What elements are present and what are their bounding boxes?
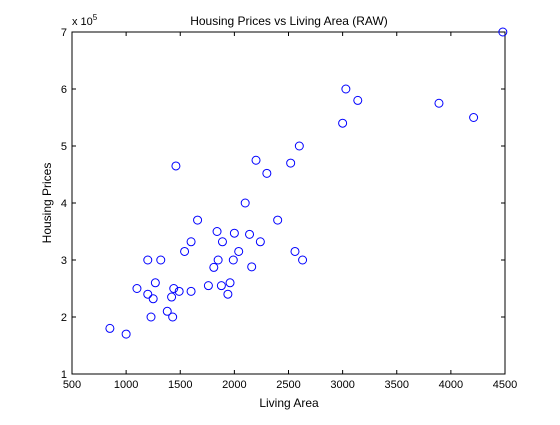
data-point [193,215,203,225]
x-tick-label: 4000 [439,379,463,391]
data-point [217,237,227,247]
data-point [245,229,255,239]
y-tick-label: 4 [61,198,67,210]
data-point [341,84,351,94]
data-point [143,289,153,299]
data-point [171,161,181,171]
data-point [150,278,160,288]
data-point [212,227,222,236]
x-tick-label: 2000 [222,379,246,391]
y-tick-label: 3 [61,255,67,267]
data-point [338,118,348,128]
data-point [353,95,363,105]
data-point [174,286,184,296]
data-point [273,215,283,225]
data-point [225,278,235,288]
y-tick-label: 5 [61,141,67,153]
data-point [247,262,257,272]
y-tick-label: 6 [61,84,67,96]
data-point [255,237,265,247]
data-point [121,329,131,339]
x-axis: 500 1000 1500 2000 2500 3000 3500 4000 4500 [63,32,517,391]
plot-area [71,31,506,375]
x-tick-label: 1500 [168,379,192,391]
x-tick-label: 2500 [276,379,300,391]
data-point [186,237,196,247]
y-tick-label: 2 [61,312,67,324]
data-point [469,113,479,122]
y-axis-label: Housing Prices [40,163,54,244]
data-point [213,255,223,265]
x-tick-label: 500 [63,379,81,391]
data-point [167,292,177,302]
data-point [146,312,156,322]
data-point [294,141,304,151]
data-point [203,281,213,291]
data-point [216,281,226,291]
data-point [162,306,172,316]
x-tick-label: 3500 [385,379,409,391]
data-point [298,255,308,265]
data-point [186,286,196,296]
x-tick-label: 1000 [114,379,138,391]
y-multiplier-label: x 105 [72,13,98,28]
data-point [143,255,153,265]
x-axis-label: Living Area [259,396,319,410]
data-point [132,284,142,293]
y-tick-label: 7 [61,27,67,39]
y-axis: 1 2 3 4 5 6 7 [61,27,505,381]
x-tick-label: 4500 [493,379,517,391]
chart-title: Housing Prices vs Living Area (RAW) [190,14,388,28]
data-point [156,255,166,265]
data-point [168,312,178,322]
data-point [229,228,239,238]
data-point [434,98,444,108]
y-tick-label: 1 [61,369,67,381]
data-points [105,27,508,339]
data-point [251,155,261,165]
data-point [290,246,300,256]
data-point [209,262,219,272]
data-point [262,168,272,178]
data-point [180,246,190,256]
data-point [148,294,158,304]
data-point [169,284,179,293]
data-point [228,255,238,265]
data-point [498,27,508,37]
data-point [105,323,115,333]
data-point [223,289,233,299]
x-tick-label: 3000 [330,379,354,391]
data-point [234,246,244,256]
data-point [240,198,250,208]
data-point [286,158,296,168]
